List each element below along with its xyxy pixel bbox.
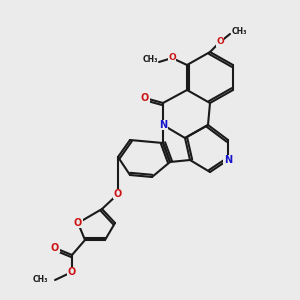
Text: O: O	[114, 189, 122, 199]
Text: CH₃: CH₃	[231, 28, 247, 37]
Text: CH₃: CH₃	[32, 275, 48, 284]
Text: O: O	[141, 93, 149, 103]
Text: CH₃: CH₃	[142, 55, 158, 64]
Text: O: O	[168, 53, 176, 62]
Text: O: O	[216, 38, 224, 46]
Text: O: O	[74, 218, 82, 228]
Text: N: N	[159, 120, 167, 130]
Text: N: N	[224, 155, 232, 165]
Text: O: O	[68, 267, 76, 277]
Text: O: O	[51, 243, 59, 253]
